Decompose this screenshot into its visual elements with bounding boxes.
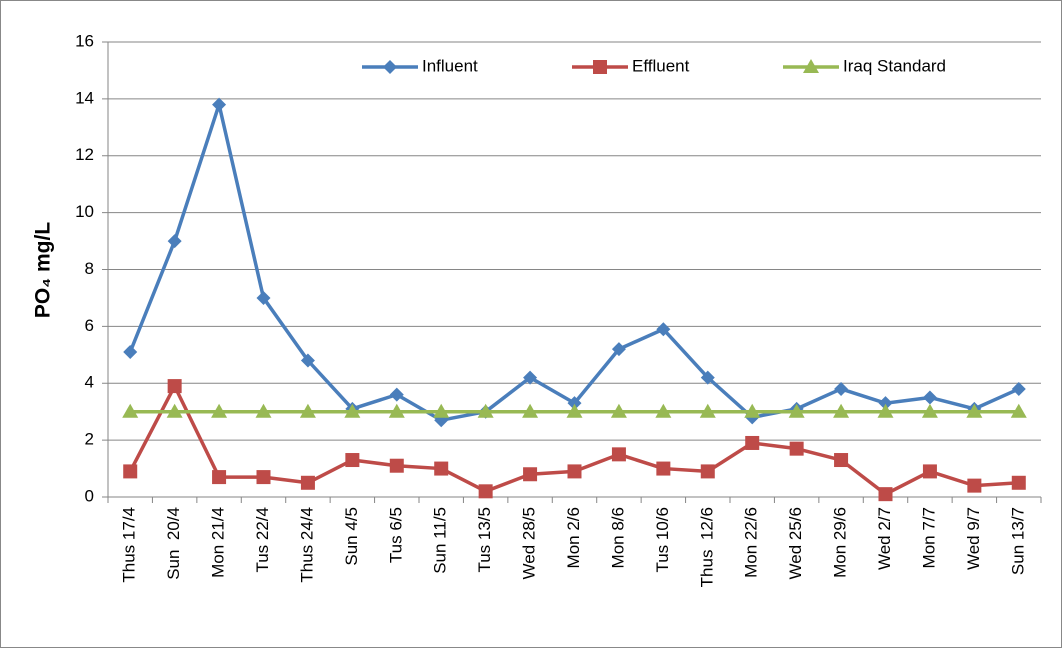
marker xyxy=(123,464,138,479)
marker xyxy=(478,484,493,499)
x-tick-label: Mon 21/4 xyxy=(209,507,228,578)
x-tick-label: Tus 10/6 xyxy=(653,507,672,573)
x-tick-label: Mon 8/6 xyxy=(608,507,627,568)
x-tick-label: Mon 2/6 xyxy=(564,507,583,568)
legend-marker xyxy=(383,60,397,74)
marker xyxy=(1011,475,1026,490)
marker xyxy=(477,403,494,418)
y-tick-label: 4 xyxy=(85,373,94,392)
marker xyxy=(788,403,805,418)
marker xyxy=(611,342,626,357)
x-tick-label: Wed 25/6 xyxy=(786,507,805,579)
x-tick-label: Wed 2/7 xyxy=(875,507,894,570)
x-tick-label: Thus 24/4 xyxy=(297,507,316,583)
marker xyxy=(167,234,182,249)
marker xyxy=(744,403,761,418)
marker xyxy=(212,470,227,485)
marker xyxy=(921,403,938,418)
x-tick-label: Thus 17/4 xyxy=(120,507,139,583)
marker xyxy=(745,435,760,450)
marker xyxy=(345,453,360,468)
marker xyxy=(700,370,715,385)
marker xyxy=(123,344,138,359)
x-tick-label: Sun 11/5 xyxy=(431,507,450,574)
legend-label: Effluent xyxy=(632,56,690,75)
y-tick-label: 0 xyxy=(85,486,94,505)
legend-marker xyxy=(593,60,607,74)
marker xyxy=(1011,381,1026,396)
marker xyxy=(966,403,983,418)
marker xyxy=(389,387,404,402)
marker xyxy=(300,353,315,368)
marker xyxy=(567,464,582,479)
y-axis-label: PO₄ mg/L xyxy=(32,222,55,319)
x-tick-label: Sun 20/4 xyxy=(164,507,183,580)
marker xyxy=(122,403,139,418)
marker xyxy=(433,403,450,418)
marker xyxy=(700,464,715,479)
marker xyxy=(567,396,582,411)
y-tick-label: 12 xyxy=(75,145,94,164)
legend-label: Influent xyxy=(422,56,478,75)
marker xyxy=(834,453,849,468)
marker xyxy=(877,403,894,418)
x-tick-label: Tus 13/5 xyxy=(475,507,494,573)
marker xyxy=(699,403,716,418)
marker xyxy=(610,403,627,418)
marker xyxy=(611,447,626,462)
marker xyxy=(523,467,538,482)
marker xyxy=(211,403,228,418)
marker xyxy=(255,403,272,418)
y-tick-label: 8 xyxy=(85,259,94,278)
x-tick-label: Mon 22/6 xyxy=(742,507,761,578)
marker xyxy=(1010,403,1027,418)
x-tick-label: Tus 22/4 xyxy=(253,507,272,573)
x-tick-label: Sun 4/5 xyxy=(342,507,361,566)
marker xyxy=(834,381,849,396)
y-tick-label: 6 xyxy=(85,316,94,335)
marker xyxy=(300,475,315,490)
marker xyxy=(566,403,583,418)
marker xyxy=(656,461,671,476)
x-tick-label: Wed 28/5 xyxy=(520,507,539,579)
x-tick-label: Wed 9/7 xyxy=(964,507,983,570)
y-tick-label: 10 xyxy=(75,202,94,221)
y-tick-label: 14 xyxy=(75,88,94,107)
legend-marker xyxy=(803,59,819,73)
marker xyxy=(523,370,538,385)
marker xyxy=(212,97,227,112)
x-tick-label: Mon 7/7 xyxy=(919,507,938,568)
marker xyxy=(922,464,937,479)
marker xyxy=(389,458,404,473)
marker xyxy=(878,396,893,411)
marker xyxy=(256,290,271,305)
x-tick-label: Sun 13/7 xyxy=(1008,507,1027,575)
marker xyxy=(167,379,182,394)
marker xyxy=(522,403,539,418)
x-tick-label: Tus 6/5 xyxy=(386,507,405,563)
marker xyxy=(388,403,405,418)
marker xyxy=(922,390,937,405)
marker xyxy=(789,441,804,456)
marker xyxy=(299,403,316,418)
legend-label: Iraq Standard xyxy=(843,56,946,75)
marker xyxy=(166,403,183,418)
marker xyxy=(655,403,672,418)
x-tick-label: Mon 29/6 xyxy=(831,507,850,578)
marker xyxy=(656,322,671,337)
marker xyxy=(967,478,982,493)
y-tick-label: 16 xyxy=(75,31,94,50)
y-tick-label: 2 xyxy=(85,430,94,449)
marker xyxy=(344,403,361,418)
marker xyxy=(434,461,449,476)
x-tick-label: Thus 12/6 xyxy=(697,507,716,587)
marker xyxy=(256,470,271,485)
marker xyxy=(833,403,850,418)
marker xyxy=(878,487,893,502)
